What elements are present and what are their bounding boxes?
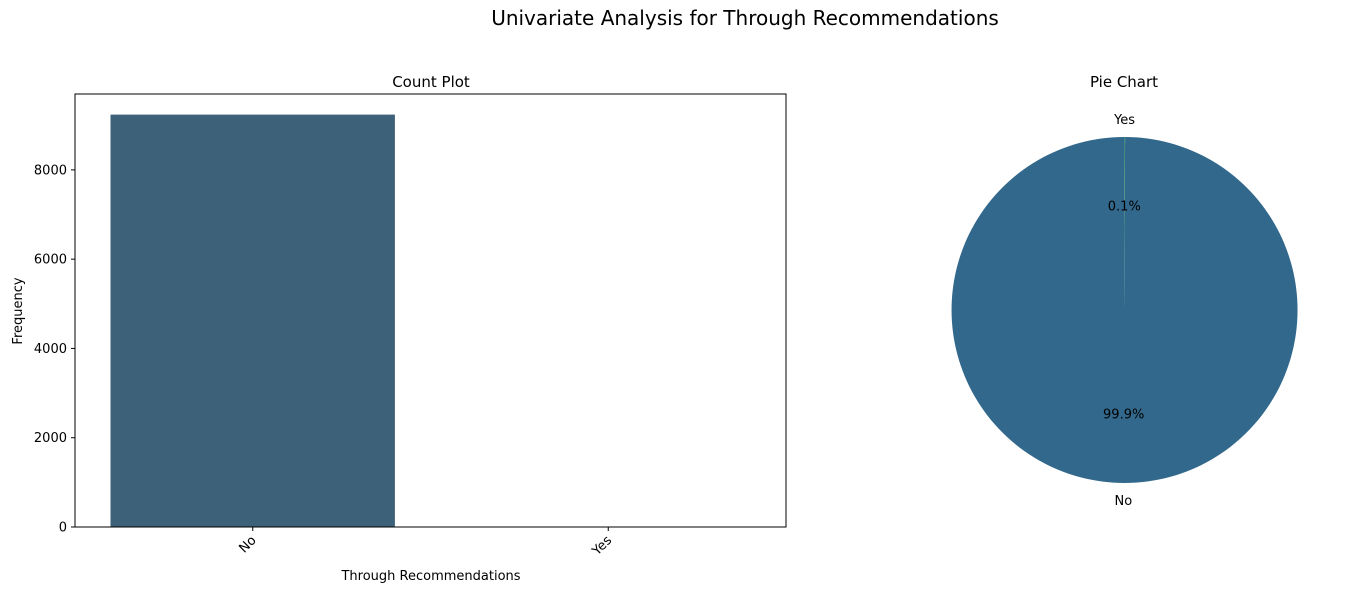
pie-label-yes: Yes	[1113, 113, 1135, 128]
y-axis-ticks: 0 2000 4000 6000 8000	[34, 163, 75, 536]
bar-no	[110, 114, 395, 527]
pie-slice-no	[951, 137, 1298, 483]
figure-title: Univariate Analysis for Through Recommen…	[491, 6, 999, 30]
y-tick-label: 6000	[34, 253, 67, 268]
pie-chart: Pie Chart No 99.9% Yes 0.1%	[951, 73, 1298, 509]
y-tick-label: 4000	[34, 342, 67, 357]
y-tick-label: 2000	[34, 431, 67, 446]
bar-marks	[110, 114, 751, 527]
pie-chart-title: Pie Chart	[1090, 73, 1158, 91]
x-axis-label: Through Recommendations	[340, 569, 520, 584]
pie-label-no: No	[1115, 494, 1133, 509]
count-plot-title: Count Plot	[392, 73, 470, 91]
pie-slice-yes	[1124, 136, 1126, 310]
plot-frame	[74, 93, 787, 528]
pie-pct-no: 99.9%	[1103, 407, 1144, 422]
x-tick-label-no: No	[236, 533, 259, 556]
x-axis-ticks: No Yes	[236, 527, 615, 559]
pie-pct-yes: 0.1%	[1108, 200, 1141, 215]
y-tick-label: 0	[59, 521, 67, 536]
y-tick-label: 8000	[34, 163, 67, 178]
x-tick-label-yes: Yes	[589, 533, 615, 559]
count-plot: Count Plot 0 2000 4000 6000 8000 No Yes Throu…	[11, 73, 787, 584]
y-axis-label: Frequency	[11, 277, 26, 344]
pie-marks: No 99.9% Yes 0.1%	[951, 113, 1298, 509]
